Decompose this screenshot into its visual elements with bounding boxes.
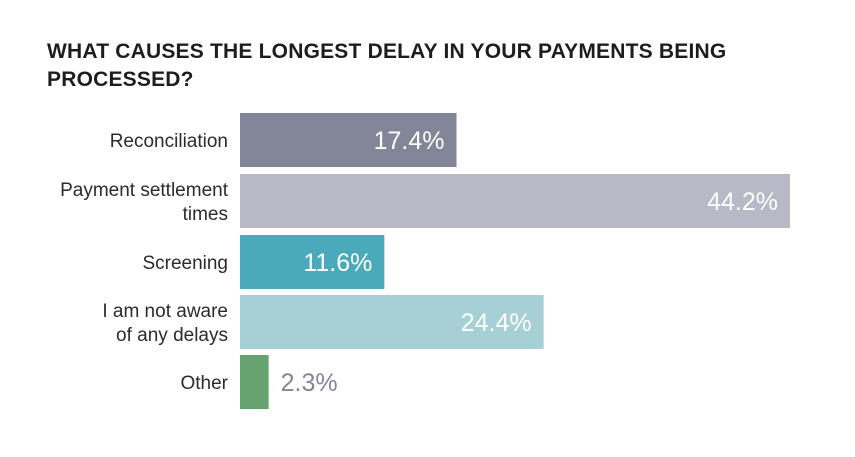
category-label-4: Other — [180, 373, 228, 394]
value-label-4: 2.3% — [281, 369, 338, 397]
value-label-1: 44.2% — [707, 188, 778, 216]
category-label-3: I am not aware of any delays — [102, 301, 228, 346]
bar-0 — [240, 113, 457, 167]
chart-title: WHAT CAUSES THE LONGEST DELAY IN YOUR PA… — [47, 40, 727, 91]
bars-layer — [240, 113, 790, 409]
labels-layer: Reconciliation 17.4% Payment settlement tim… — [60, 127, 778, 397]
value-label-0: 17.4% — [374, 127, 445, 155]
bar-1 — [240, 174, 790, 228]
category-label-2: Screening — [142, 253, 228, 274]
category-label-0: Reconciliation — [110, 131, 228, 152]
bar-3 — [240, 295, 544, 349]
bar-2 — [240, 235, 385, 289]
value-label-3: 24.4% — [461, 309, 532, 337]
value-label-2: 11.6% — [303, 249, 372, 277]
category-label-1: Payment settlement times — [60, 180, 229, 225]
bar-4 — [240, 355, 269, 409]
